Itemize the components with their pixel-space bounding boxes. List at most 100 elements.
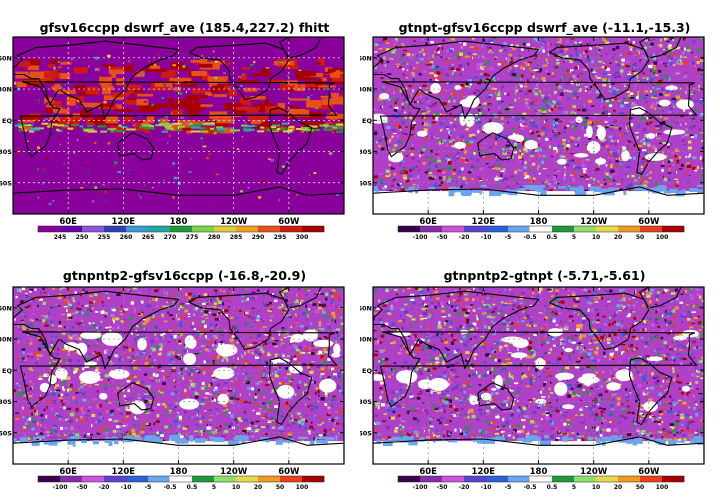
coastline-5 bbox=[278, 287, 322, 309]
lat-tick-label: EQ bbox=[362, 117, 372, 125]
lon-tick-label: 60W bbox=[638, 217, 660, 227]
coastline-6 bbox=[373, 186, 704, 214]
colorbar-label: 300 bbox=[296, 234, 309, 241]
colorbar-swatch bbox=[302, 476, 325, 482]
colorbar-swatch bbox=[258, 226, 281, 232]
colorbar-label: -10 bbox=[121, 484, 132, 491]
colorbar-label: -5 bbox=[505, 234, 512, 241]
coastline-0 bbox=[373, 40, 540, 120]
lat-tick-label: 60S bbox=[360, 179, 372, 187]
lat-tick-label: 30N bbox=[0, 336, 12, 344]
colorbar-label: 20 bbox=[254, 484, 262, 491]
colorbar-swatch bbox=[104, 476, 127, 482]
colorbar-label: 255 bbox=[98, 234, 111, 241]
lat-tick-label: 30N bbox=[0, 86, 12, 94]
lon-tick-label: 60E bbox=[419, 467, 437, 477]
colorbar-label: 50 bbox=[636, 234, 644, 241]
coastline-6 bbox=[13, 436, 344, 464]
colorbar-swatch bbox=[640, 476, 663, 482]
colorbar-label: 10 bbox=[232, 484, 240, 491]
colorbar-label: 0.5 bbox=[547, 484, 558, 491]
colorbar-swatch bbox=[236, 226, 259, 232]
colorbar-label: 265 bbox=[142, 234, 155, 241]
lon-tick-label: 120W bbox=[220, 467, 248, 477]
colorbar-swatch bbox=[420, 226, 443, 232]
colorbar-swatch bbox=[552, 226, 575, 232]
colorbar-swatch bbox=[464, 476, 487, 482]
colorbar-swatch bbox=[618, 476, 641, 482]
coastline-1 bbox=[379, 331, 698, 408]
colorbar-swatch bbox=[398, 226, 421, 232]
lat-tick-label: EQ bbox=[2, 117, 12, 125]
lat-tick-label: 30N bbox=[360, 86, 372, 94]
colorbar: -100 -50 -20 -10 -5 -0.5 0.5 5 10 20 50 100 bbox=[37, 475, 325, 491]
colorbar-swatch bbox=[192, 476, 215, 482]
colorbar-label: -100 bbox=[52, 484, 67, 491]
lon-tick-label: 180 bbox=[170, 467, 188, 477]
coastline-4 bbox=[477, 132, 515, 161]
colorbar-swatch bbox=[60, 476, 83, 482]
colorbar-swatch bbox=[420, 476, 443, 482]
colorbar-swatch bbox=[236, 476, 259, 482]
colorbar-label: -50 bbox=[77, 484, 88, 491]
colorbar-label: 260 bbox=[120, 234, 133, 241]
colorbar-swatch bbox=[529, 225, 553, 233]
colorbar-swatch bbox=[662, 226, 685, 232]
map-panel-1: 60N 30N EQ 30S 60S 60E 120E 180 120W 60W 245 250 255… bbox=[0, 36, 345, 241]
coastline-3 bbox=[268, 357, 313, 426]
lon-tick-label: 60E bbox=[419, 217, 437, 227]
colorbar-label: 10 bbox=[592, 484, 600, 491]
colorbar-swatch bbox=[596, 476, 619, 482]
lon-tick-label: 180 bbox=[530, 467, 548, 477]
colorbar-label: 10 bbox=[592, 234, 600, 241]
colorbar-swatch bbox=[442, 476, 465, 482]
colorbar-swatch bbox=[574, 476, 597, 482]
colorbar-label: 5 bbox=[572, 234, 576, 241]
colorbar-label: 245 bbox=[54, 234, 67, 241]
colorbar-swatch bbox=[574, 226, 597, 232]
map-panel-4: 60N 30N EQ 30S 60S 60E 120E 180 120W 60W -100 -50 -2… bbox=[360, 286, 705, 491]
coastline-0 bbox=[373, 290, 540, 370]
colorbar-label: 295 bbox=[274, 234, 287, 241]
panel-title-4: gtnpntp2-gtnpt (-5.71,-5.61) bbox=[443, 268, 646, 283]
colorbar-label: 5 bbox=[572, 484, 576, 491]
colorbar-label: 285 bbox=[230, 234, 243, 241]
colorbar-label: 5 bbox=[212, 484, 216, 491]
colorbar-swatch bbox=[486, 226, 509, 232]
coastline-3 bbox=[628, 357, 673, 426]
colorbar-swatch bbox=[464, 226, 487, 232]
lat-tick-label: 30S bbox=[360, 398, 372, 406]
coastline-6 bbox=[13, 186, 344, 214]
colorbar: -100 -50 -20 -10 -5 -0.5 0.5 5 10 20 50 100 bbox=[397, 475, 685, 491]
lon-tick-label: 120E bbox=[112, 217, 136, 227]
colorbar-swatch bbox=[170, 226, 193, 232]
lon-tick-label: 60W bbox=[638, 467, 660, 477]
colorbar-label: -100 bbox=[412, 234, 427, 241]
lat-tick-label: 60S bbox=[0, 429, 12, 437]
colorbar-swatch bbox=[169, 475, 193, 483]
coastline-3 bbox=[628, 107, 673, 176]
colorbar-label: 50 bbox=[636, 484, 644, 491]
colorbar-label: -50 bbox=[437, 484, 448, 491]
coastline-0 bbox=[13, 290, 180, 370]
colorbar-label: 100 bbox=[296, 484, 309, 491]
colorbar-swatch bbox=[486, 476, 509, 482]
colorbar-swatch bbox=[258, 476, 281, 482]
lat-tick-label: EQ bbox=[2, 367, 12, 375]
lat-tick-label: 60N bbox=[0, 304, 12, 312]
colorbar-swatch bbox=[280, 476, 303, 482]
lat-tick-label: 60N bbox=[360, 304, 372, 312]
colorbar-swatch bbox=[38, 226, 61, 232]
coastline-3 bbox=[268, 107, 313, 176]
lon-tick-label: 120E bbox=[112, 467, 136, 477]
lon-tick-label: 120W bbox=[580, 467, 608, 477]
colorbar-label: -0.5 bbox=[523, 484, 536, 491]
colorbar-swatch bbox=[126, 476, 149, 482]
coastline-1 bbox=[379, 81, 698, 158]
lon-tick-label: 120E bbox=[472, 467, 496, 477]
colorbar-swatch bbox=[442, 226, 465, 232]
colorbar-swatch bbox=[398, 476, 421, 482]
lat-tick-label: 60S bbox=[0, 179, 12, 187]
colorbar-swatch bbox=[104, 226, 127, 232]
colorbar-label: -5 bbox=[505, 484, 512, 491]
